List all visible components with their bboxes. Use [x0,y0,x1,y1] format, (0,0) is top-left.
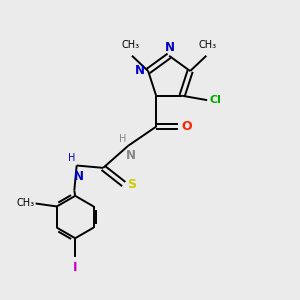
Text: I: I [73,261,77,274]
Text: N: N [74,169,84,183]
Text: S: S [127,178,136,190]
Text: N: N [164,41,174,54]
Text: O: O [182,120,192,133]
Text: Cl: Cl [209,95,221,105]
Text: H: H [68,153,75,163]
Text: H: H [119,134,127,144]
Text: CH₃: CH₃ [122,40,140,50]
Text: CH₃: CH₃ [16,199,34,208]
Text: CH₃: CH₃ [198,40,216,50]
Text: N: N [135,64,145,77]
Text: N: N [126,149,136,162]
